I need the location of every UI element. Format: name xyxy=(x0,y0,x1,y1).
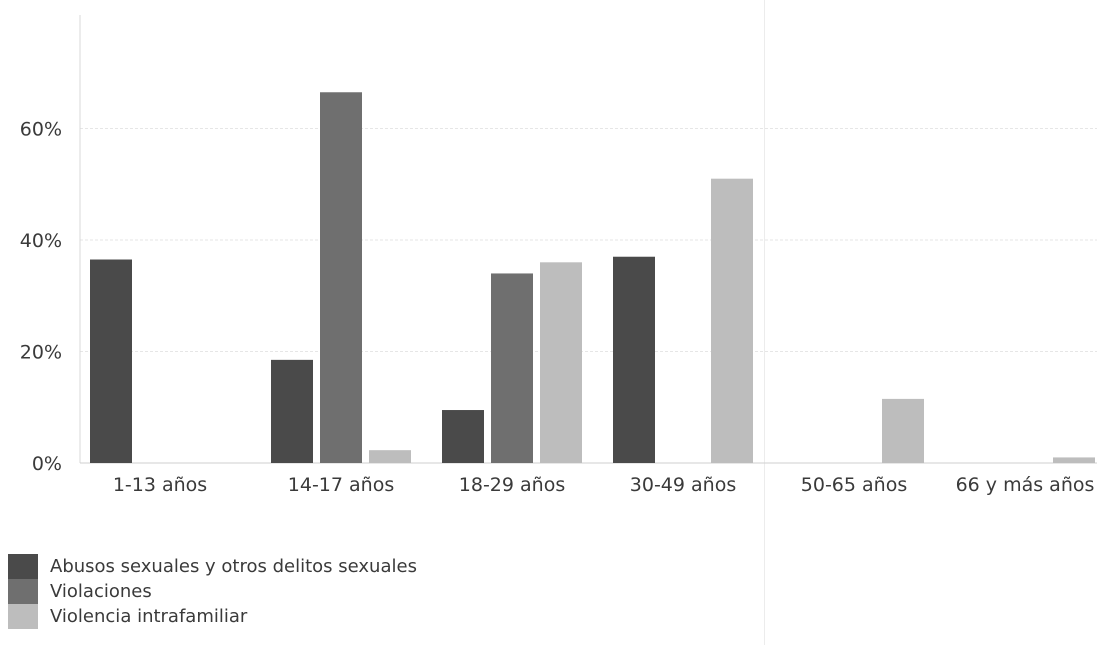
bar-s2-c5 xyxy=(1053,457,1095,463)
y-tick-label-60: 60% xyxy=(20,119,62,141)
legend-item-abusos: Abusos sexuales y otros delitos sexuales xyxy=(8,554,417,579)
bar-s1-c2 xyxy=(491,273,533,463)
x-tick-label-3: 30-49 años xyxy=(630,474,736,496)
x-tick-label-0: 1-13 años xyxy=(113,474,207,496)
bar-s1-c1 xyxy=(320,92,362,463)
y-tick-label-20: 20% xyxy=(20,342,62,364)
x-axis-categories: 1-13 años 14-17 años 18-29 años 30-49 años 5… xyxy=(113,474,1095,496)
legend-swatch-violencia-intrafamiliar xyxy=(8,604,38,629)
legend-label-abusos: Abusos sexuales y otros delitos sexuales xyxy=(50,556,417,577)
bar-s0-c3 xyxy=(613,256,655,463)
bar-s2-c4 xyxy=(882,398,924,463)
legend-label-violaciones: Violaciones xyxy=(50,581,152,602)
grid-lines xyxy=(80,128,1097,352)
y-axis-ticks: 0% 20% 40% 60% xyxy=(20,119,62,476)
bar-s0-c1 xyxy=(271,359,313,463)
bar-s2-c2 xyxy=(540,262,582,463)
y-tick-label-0: 0% xyxy=(32,453,62,475)
scan-crease xyxy=(764,0,765,645)
bar-chart: 0% 20% 40% 60% 1-13 años 14-17 años 18-29 año… xyxy=(20,15,1097,496)
legend-label-violencia-intrafamiliar: Violencia intrafamiliar xyxy=(50,606,248,627)
y-tick-label-40: 40% xyxy=(20,230,62,252)
x-tick-label-2: 18-29 años xyxy=(459,474,565,496)
bar-s2-c1 xyxy=(369,450,411,463)
legend-item-violencia-intrafamiliar: Violencia intrafamiliar xyxy=(8,604,417,629)
x-tick-label-4: 50-65 años xyxy=(801,474,907,496)
bar-s0-c2 xyxy=(442,410,484,463)
x-tick-label-1: 14-17 años xyxy=(288,474,394,496)
bar-s2-c3 xyxy=(711,178,753,464)
legend: Abusos sexuales y otros delitos sexuales… xyxy=(8,554,417,629)
legend-swatch-abusos xyxy=(8,554,38,579)
bar-s0-c0 xyxy=(90,259,132,463)
bars xyxy=(90,92,1095,464)
legend-item-violaciones: Violaciones xyxy=(8,579,417,604)
x-tick-label-5: 66 y más años xyxy=(956,474,1095,496)
legend-swatch-violaciones xyxy=(8,579,38,604)
